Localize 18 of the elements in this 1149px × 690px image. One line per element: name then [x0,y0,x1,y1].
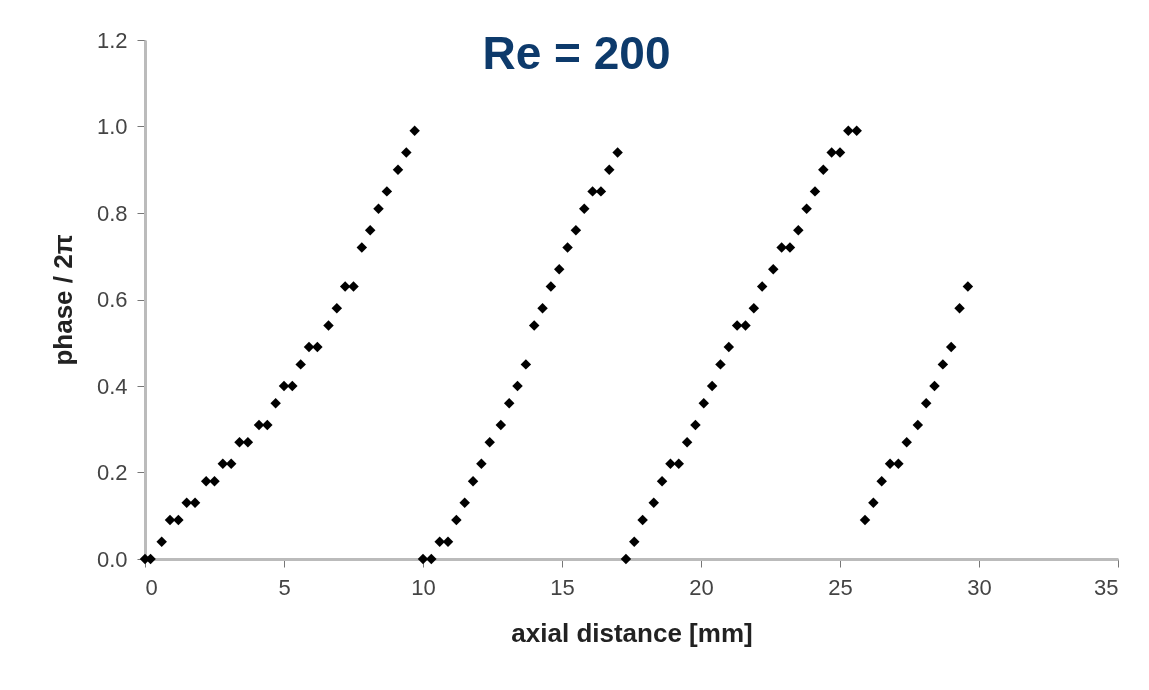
y-tick-label: 1.2 [96,27,128,53]
y-tick-label: 0.6 [96,287,128,312]
y-axis-title: phase / 2π [47,234,78,366]
x-tick-label: 5 [278,574,291,600]
y-tick-label: 1.0 [96,114,128,139]
x-tick-label: 25 [828,574,853,600]
x-axis-title: axial distance [mm] [511,617,753,648]
x-tick-label: 20 [689,574,714,600]
x-tick-label: 0 [145,574,158,600]
y-tick-label: 0.2 [96,460,128,485]
chart-title: Re = 200 [482,27,671,79]
x-tick-label: 10 [411,574,436,600]
y-tick-label: 0.0 [96,546,128,572]
x-tick-label: 15 [550,574,575,600]
x-tick-label: 35 [1094,574,1119,600]
y-tick-label: 0.8 [96,200,128,226]
y-tick-label: 0.4 [96,373,128,399]
x-tick-label: 30 [967,574,992,600]
